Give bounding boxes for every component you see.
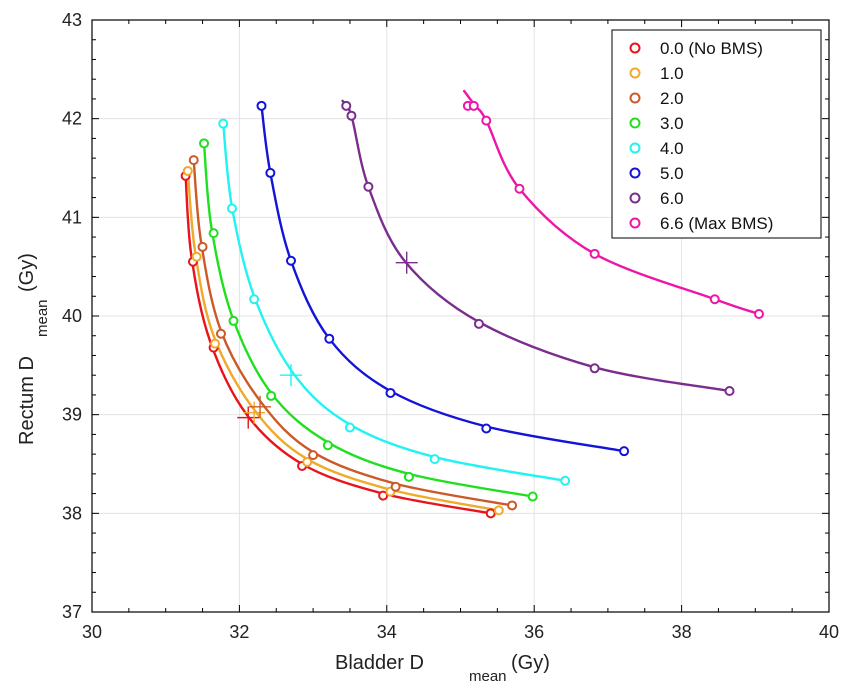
data-point (485, 508, 496, 519)
data-point (208, 228, 219, 239)
data-point (199, 138, 210, 149)
x-tick-label: 38 (672, 622, 692, 642)
data-point (218, 118, 229, 129)
y-tick-label: 37 (62, 602, 82, 622)
y-tick-label: 43 (62, 10, 82, 30)
legend-marker (629, 92, 641, 104)
data-point (256, 100, 267, 111)
x-tick-label: 40 (819, 622, 839, 642)
data-point (753, 309, 764, 320)
legend-marker (629, 117, 641, 129)
data-point (265, 167, 276, 178)
x-axis-title-sub: mean (469, 668, 507, 685)
series-line-0 (184, 174, 492, 515)
data-point (215, 328, 226, 339)
legend-label: 6.0 (660, 189, 684, 208)
legend-label: 6.6 (Max BMS) (660, 214, 773, 233)
data-point (468, 100, 479, 111)
y-tick-label: 39 (62, 405, 82, 425)
data-point (589, 248, 600, 259)
data-point (249, 294, 260, 305)
data-point (709, 294, 720, 305)
series-line-4 (221, 122, 567, 482)
legend-marker (629, 217, 641, 229)
data-point (514, 183, 525, 194)
y-axis-title-sub: mean (34, 299, 51, 337)
data-point (507, 500, 518, 511)
data-point (619, 446, 630, 457)
data-point (560, 475, 571, 486)
data-point (390, 481, 401, 492)
data-point (385, 387, 396, 398)
data-point (266, 390, 277, 401)
cross-markers (237, 251, 418, 429)
series-points (180, 100, 764, 519)
data-point (188, 155, 199, 166)
data-point (527, 491, 538, 502)
legend-label: 2.0 (660, 89, 684, 108)
data-point (228, 315, 239, 326)
data-point (378, 490, 389, 501)
data-point (493, 505, 504, 516)
legend-label: 5.0 (660, 164, 684, 183)
data-point (210, 338, 221, 349)
data-point (285, 255, 296, 266)
data-point (302, 457, 313, 468)
x-tick-label: 34 (377, 622, 397, 642)
data-point (308, 450, 319, 461)
data-point (481, 423, 492, 434)
data-point (403, 471, 414, 482)
y-tick-label: 42 (62, 109, 82, 129)
legend: 0.0 (No BMS) 1.0 2.0 3.0 4.0 5.0 6.0 6.6 (Max B… (611, 29, 822, 239)
legend-box (611, 29, 822, 239)
legend-label: 3.0 (660, 114, 684, 133)
x-axis-title-main: Bladder D (335, 652, 424, 674)
legend-label: 0.0 (No BMS) (660, 39, 763, 58)
y-axis-title: Rectum D mean (Gy) (16, 253, 51, 445)
data-point (344, 422, 355, 433)
legend-marker (629, 142, 641, 154)
x-tick-label: 32 (229, 622, 249, 642)
data-point (481, 115, 492, 126)
x-tick-label: 30 (82, 622, 102, 642)
data-point (322, 440, 333, 451)
legend-label: 1.0 (660, 64, 684, 83)
legend-label: 4.0 (660, 139, 684, 158)
y-tick-label: 40 (62, 306, 82, 326)
series-line-3 (202, 142, 534, 498)
legend-marker (629, 167, 641, 179)
data-point (341, 100, 352, 111)
legend-marker (629, 42, 641, 54)
data-point (473, 318, 484, 329)
data-point (197, 241, 208, 252)
y-tick-label: 41 (62, 207, 82, 227)
data-point (227, 203, 238, 214)
y-axis-title-main: Rectum D (16, 356, 38, 445)
data-point (589, 363, 600, 374)
legend-marker (629, 67, 641, 79)
data-point (324, 333, 335, 344)
data-point (191, 251, 202, 262)
data-point (363, 181, 374, 192)
data-point (429, 454, 440, 465)
y-axis-title-unit: (Gy) (16, 253, 38, 292)
legend-marker (629, 192, 641, 204)
data-point (724, 385, 735, 396)
x-tick-label: 36 (524, 622, 544, 642)
series-line-6 (341, 99, 731, 393)
y-tick-label: 38 (62, 503, 82, 523)
tick-labels: 30 32 34 36 38 40 37 38 39 40 41 42 43 (62, 10, 839, 642)
x-axis-title: Bladder D (335, 652, 424, 674)
data-point (346, 110, 357, 121)
axis-ticks (91, 19, 830, 613)
x-axis-title-unit: (Gy) (511, 652, 550, 674)
data-point (182, 165, 193, 176)
